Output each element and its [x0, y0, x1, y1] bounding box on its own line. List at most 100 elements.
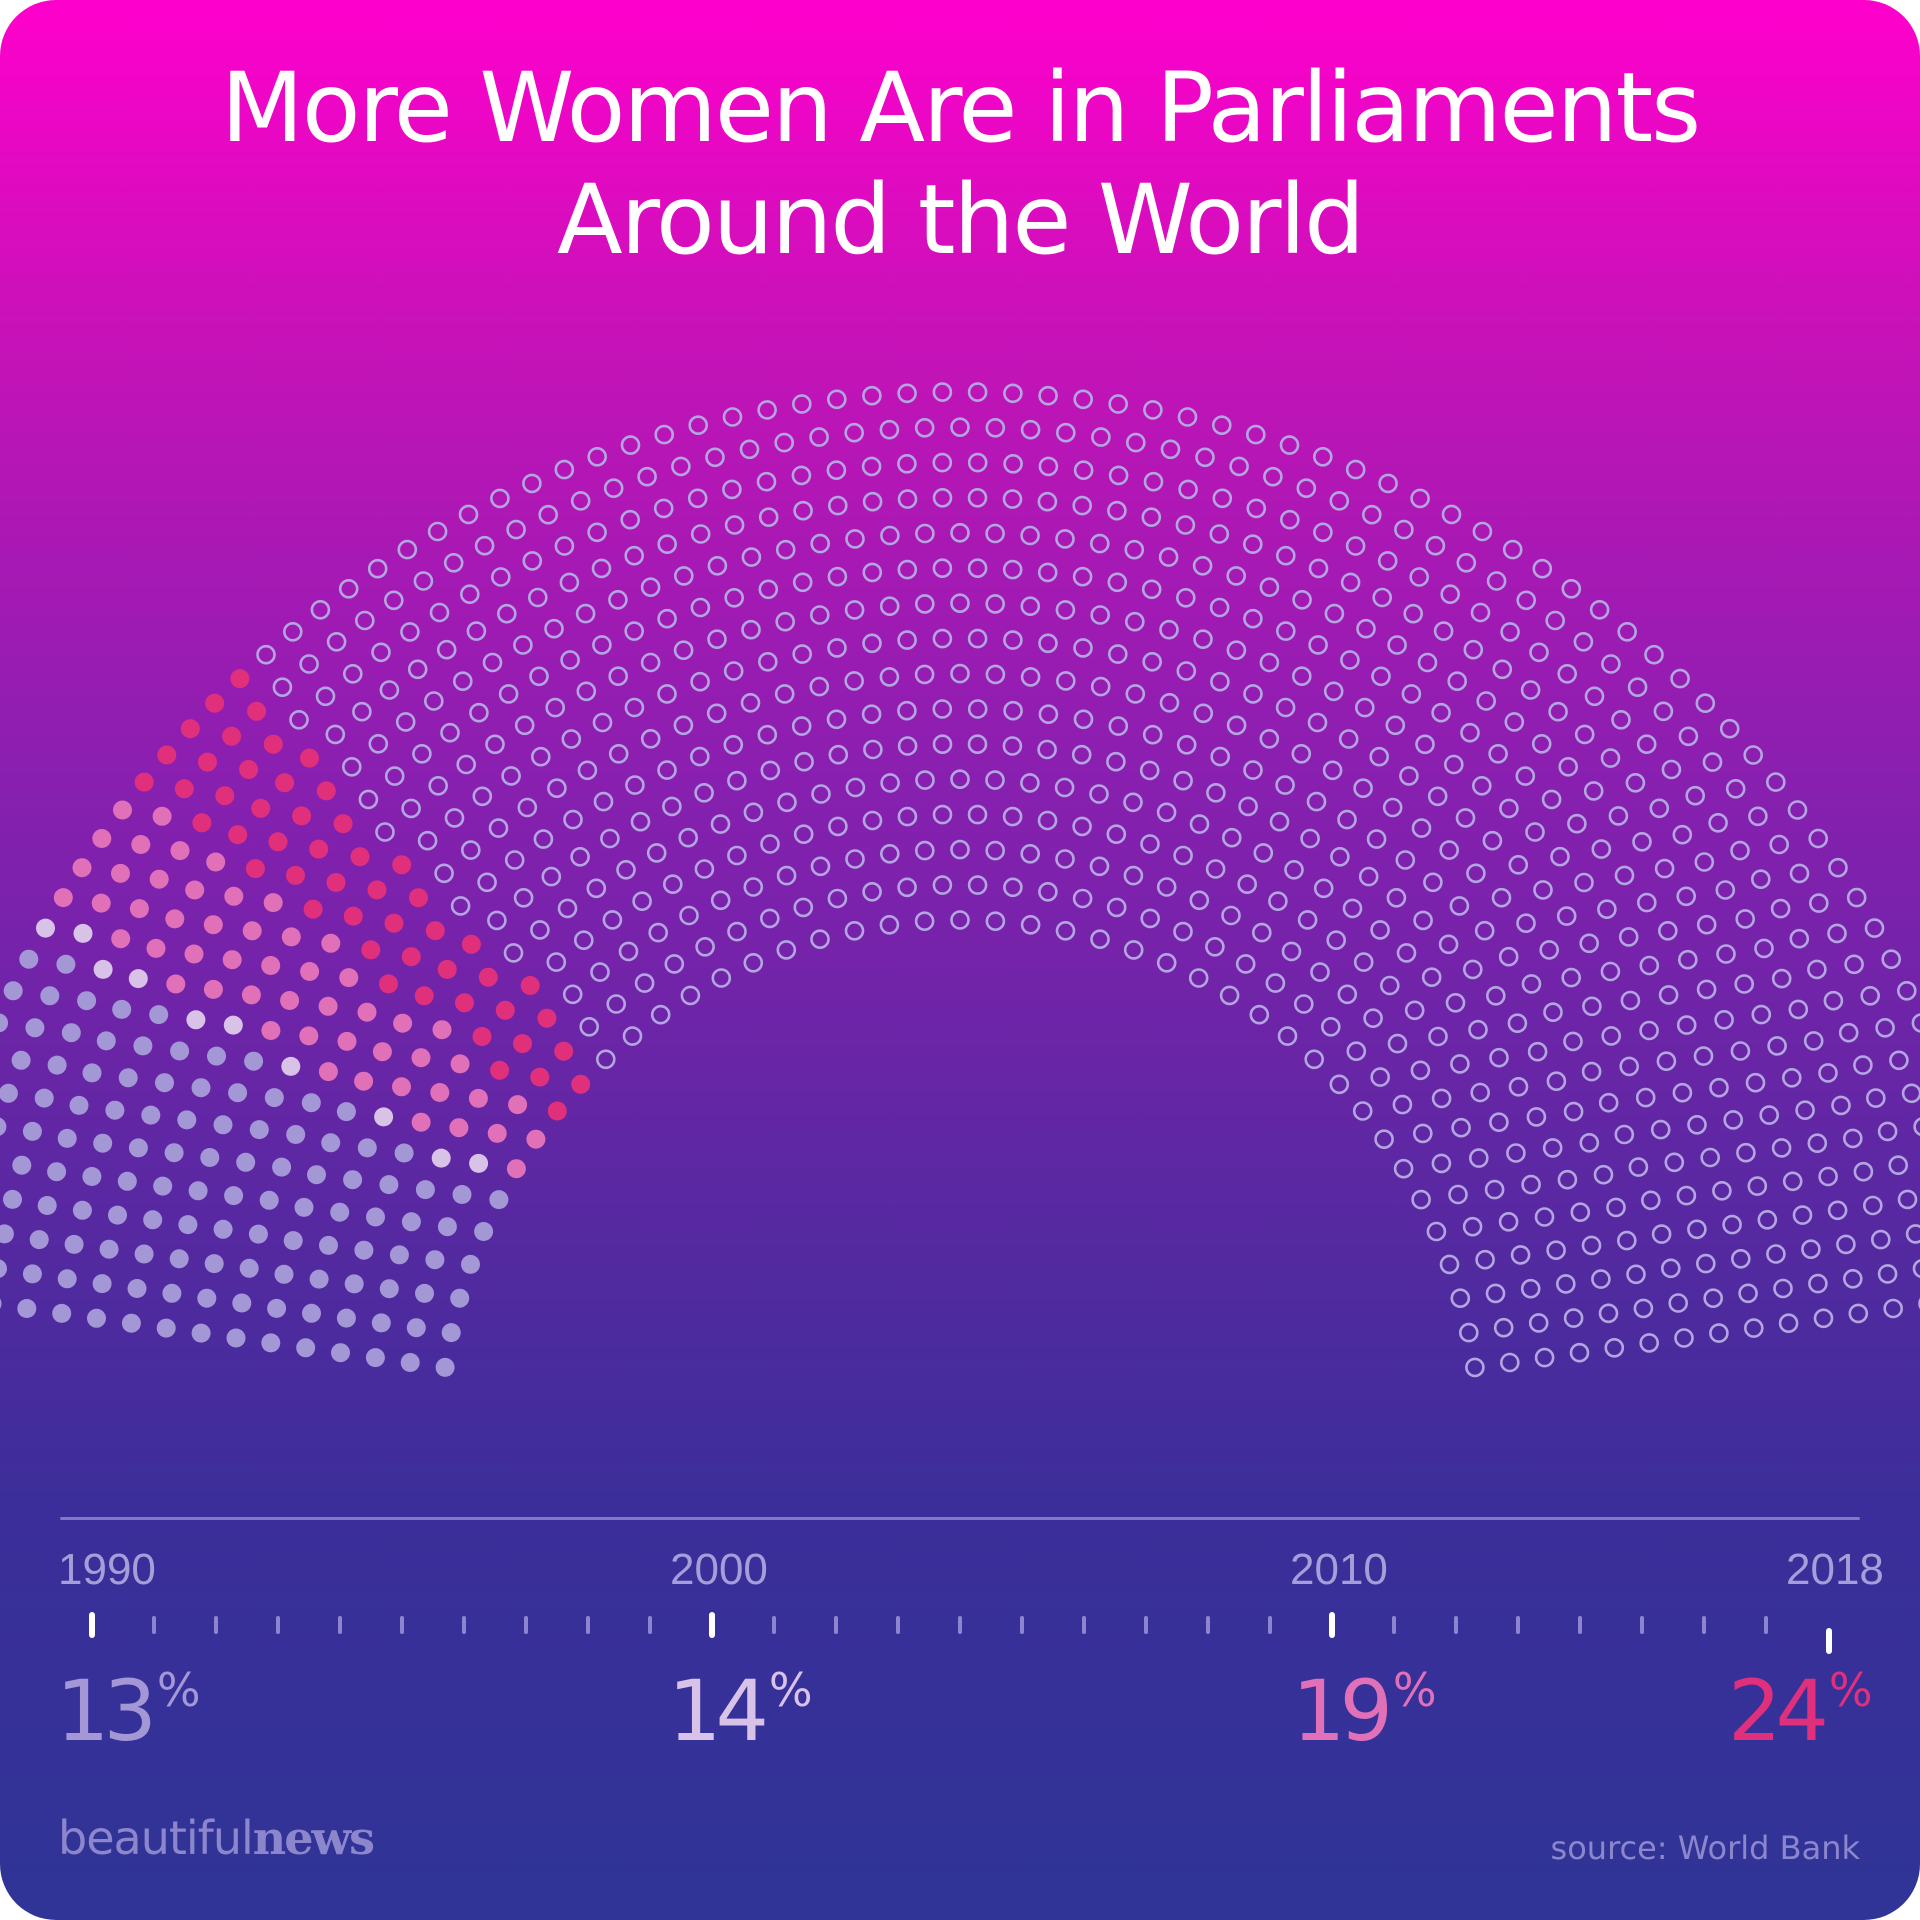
seat-empty [1238, 796, 1258, 817]
seat-empty [1788, 999, 1809, 1020]
seat-filled-2018 [472, 1027, 492, 1046]
seat-empty [400, 622, 420, 642]
seat-empty [1651, 1224, 1672, 1244]
tick-minor [834, 1616, 838, 1634]
seat-empty [743, 802, 764, 823]
seat-filled-1990 [425, 1250, 445, 1270]
seat-empty [640, 577, 661, 598]
tick-minor [152, 1616, 156, 1634]
logo-text-bold: news [252, 1811, 375, 1865]
seat-empty [1661, 1258, 1681, 1279]
seat-filled-2018 [437, 959, 457, 979]
seat-empty [897, 630, 917, 650]
tick-minor [214, 1616, 218, 1634]
seat-empty [401, 798, 421, 819]
seat-filled-2010 [146, 938, 166, 958]
seat-empty [1020, 914, 1041, 935]
seat-empty [1789, 863, 1810, 884]
seat-filled-1990 [321, 1133, 341, 1153]
seat-filled-2018 [409, 888, 428, 908]
seat-empty [456, 754, 477, 775]
seat-empty [914, 417, 935, 438]
seat-empty [1581, 1061, 1602, 1082]
tick-minor [1764, 1616, 1768, 1634]
seat-empty [342, 663, 363, 684]
seat-empty [845, 529, 865, 549]
title-line-2: Around the World [556, 164, 1365, 276]
seat-empty [1448, 1184, 1468, 1205]
seat-empty [1556, 906, 1577, 926]
seat-filled-2010 [506, 1159, 526, 1179]
seat-empty [326, 631, 347, 652]
seat-empty [861, 456, 882, 477]
seat-filled-2010 [337, 1031, 357, 1051]
seat-filled-1990 [17, 1299, 37, 1318]
seat-filled-2018 [303, 899, 323, 919]
seat-filled-1990 [141, 1105, 161, 1125]
seat-empty [1848, 1303, 1869, 1324]
seat-filled-2010 [206, 852, 226, 872]
seat-empty [1300, 828, 1320, 849]
seat-empty [1411, 1189, 1431, 1210]
seat-empty [897, 806, 918, 827]
seat-filled-1990 [435, 1357, 455, 1377]
seat-empty [338, 578, 359, 599]
seat-empty [1310, 962, 1330, 982]
seat-empty [1212, 415, 1232, 436]
seat-filled-2010 [165, 909, 185, 929]
seat-empty [459, 584, 480, 605]
seat-empty [1875, 1018, 1895, 1038]
seat-empty [967, 487, 988, 508]
seat-filled-2010 [152, 806, 172, 826]
seat-empty [325, 724, 346, 745]
seat-empty [487, 910, 507, 931]
seat-empty [1156, 877, 1177, 897]
seat-empty [1450, 1054, 1470, 1074]
seat-filled-2018 [268, 832, 288, 852]
seat-filled-2018 [157, 745, 177, 765]
seat-empty [810, 929, 830, 950]
seat-empty [1573, 631, 1594, 652]
seat-empty [412, 743, 432, 764]
seat-empty [1636, 734, 1657, 755]
seat-empty [1516, 590, 1536, 611]
seat-empty [527, 587, 548, 608]
seat-empty [687, 488, 708, 509]
seat-empty [563, 809, 583, 830]
seat-empty [1382, 797, 1403, 818]
value-label-1990: 13% [56, 1640, 201, 1761]
seat-empty [1003, 700, 1023, 721]
seat-empty [845, 849, 865, 869]
seat-empty [1003, 877, 1023, 898]
seat-empty [1827, 923, 1847, 944]
tick-minor [958, 1616, 962, 1634]
seat-filled-1990 [12, 1155, 32, 1175]
seat-empty [705, 447, 725, 468]
seat-empty [1771, 968, 1792, 989]
seat-filled-2018 [326, 873, 346, 892]
seat-empty [1470, 1082, 1490, 1103]
seat-empty [1510, 1245, 1531, 1265]
seat-empty [1579, 1133, 1600, 1153]
seat-empty [1427, 786, 1448, 807]
seat-empty [1736, 1142, 1756, 1163]
seat-empty [967, 875, 988, 895]
seat-empty [624, 545, 645, 566]
seat-filled-1990 [155, 1073, 174, 1093]
seat-empty [1173, 845, 1193, 866]
seat-filled-2010 [92, 829, 112, 848]
seat-empty [1463, 639, 1484, 660]
seat-empty [1735, 909, 1755, 929]
seat-empty [1687, 1115, 1707, 1135]
seat-empty [640, 728, 661, 749]
seat-empty [1176, 587, 1196, 608]
seat-empty [711, 968, 732, 988]
seat-filled-1990 [296, 1338, 316, 1358]
seat-filled-1990 [169, 1249, 189, 1269]
seat-filled-2010 [131, 835, 151, 854]
seat-empty [932, 804, 953, 825]
seat-filled-1990 [153, 1176, 173, 1196]
seat-empty [443, 552, 464, 573]
seat-empty [1901, 1083, 1920, 1104]
